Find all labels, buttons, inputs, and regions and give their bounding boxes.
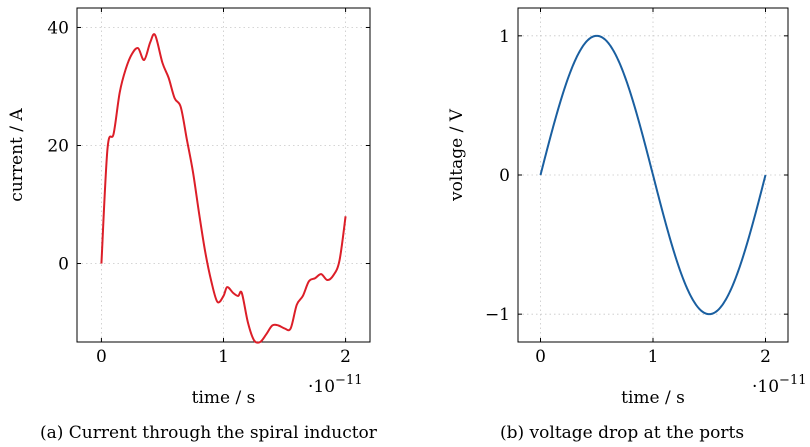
chart-b-x-axis-label: time / s [621, 388, 685, 408]
chart-b-x-tick-label-0: 0 [535, 347, 546, 367]
chart-b-y-tick-label-1: 0 [499, 166, 510, 186]
chart-a-x-tick-label-2: 2 [340, 347, 351, 367]
chart-a-y-tick-label-1: 20 [47, 136, 69, 156]
chart-a-y-axis-label: current / A [7, 108, 27, 202]
chart-b-y-tick-label-0: −1 [485, 305, 510, 325]
chart-b-caption: (b) voltage drop at the ports [500, 423, 744, 443]
chart-a-y-tick-label-0: 0 [58, 255, 69, 275]
chart-a-grid [77, 8, 370, 342]
chart-b-x-tick-label-2: 2 [760, 347, 771, 367]
chart-a-series-line [100, 33, 347, 344]
chart-a-x-tick-label-0: 0 [96, 347, 107, 367]
chart-a-x-axis-label: time / s [192, 388, 256, 408]
chart-b: 0 1 2 −1 0 1 time / s voltage / V ·10−11 (b) … [447, 7, 806, 443]
chart-a-x-tick-label-1: 1 [218, 347, 229, 367]
chart-b-series-line [539, 34, 767, 316]
chart-b-x-tick-label-1: 1 [648, 347, 659, 367]
chart-a-caption: (a) Current through the spiral inductor [40, 423, 378, 443]
chart-b-ticks: 0 1 2 −1 0 1 [485, 8, 788, 367]
chart-b-y-axis-label: voltage / V [447, 108, 467, 202]
chart-a-y-tick-label-2: 40 [47, 18, 69, 38]
chart-b-x-multiplier: ·10−11 [752, 373, 806, 397]
chart-a-x-multiplier: ·10−11 [308, 373, 362, 397]
chart-b-y-tick-label-2: 1 [499, 27, 510, 47]
